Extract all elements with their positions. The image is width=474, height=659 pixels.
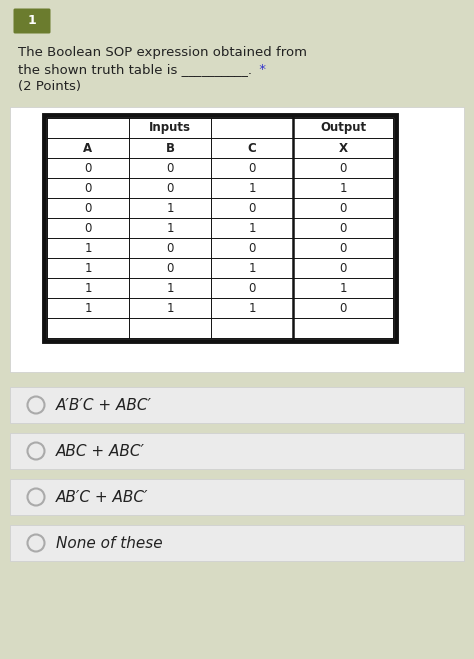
Text: 1: 1 (166, 221, 174, 235)
Text: None of these: None of these (56, 536, 163, 550)
Bar (44, 115, 396, 341)
Text: 1: 1 (248, 262, 256, 275)
Text: 0: 0 (166, 241, 173, 254)
Text: 0: 0 (166, 262, 173, 275)
Text: 0: 0 (339, 221, 346, 235)
Text: 1: 1 (84, 281, 92, 295)
Text: The Boolean SOP expression obtained from: The Boolean SOP expression obtained from (18, 46, 307, 59)
Text: 1: 1 (248, 181, 256, 194)
Text: 1: 1 (84, 262, 92, 275)
Text: 0: 0 (248, 281, 255, 295)
Text: 1: 1 (339, 181, 347, 194)
Text: 1: 1 (166, 302, 174, 314)
Text: 0: 0 (248, 161, 255, 175)
Text: the shown truth table is __________.: the shown truth table is __________. (18, 63, 252, 76)
Text: 1: 1 (339, 281, 347, 295)
Text: 1: 1 (84, 302, 92, 314)
Text: 0: 0 (84, 202, 91, 214)
Text: Inputs: Inputs (149, 121, 191, 134)
Text: ABC + ABC′: ABC + ABC′ (56, 444, 145, 459)
Text: 0: 0 (339, 202, 346, 214)
Text: 1: 1 (27, 14, 36, 28)
Text: 0: 0 (339, 262, 346, 275)
Text: C: C (247, 142, 256, 154)
Text: 0: 0 (248, 202, 255, 214)
Text: 0: 0 (84, 221, 91, 235)
Text: 0: 0 (166, 161, 173, 175)
Bar (10, 387, 464, 423)
Text: (2 Points): (2 Points) (18, 80, 81, 93)
Text: A′B′C + ABC′: A′B′C + ABC′ (56, 397, 152, 413)
Text: 0: 0 (339, 302, 346, 314)
Bar (10, 479, 464, 515)
Text: 1: 1 (166, 202, 174, 214)
Bar (10, 525, 464, 561)
Text: AB′C + ABC′: AB′C + ABC′ (56, 490, 148, 505)
Text: 0: 0 (166, 181, 173, 194)
Text: A: A (83, 142, 92, 154)
Text: 1: 1 (248, 302, 256, 314)
FancyBboxPatch shape (13, 9, 51, 34)
Text: X: X (338, 142, 347, 154)
Text: 0: 0 (248, 241, 255, 254)
Text: 0: 0 (339, 241, 346, 254)
Text: B: B (165, 142, 174, 154)
Text: 0: 0 (84, 161, 91, 175)
Text: *: * (255, 63, 266, 76)
Text: 1: 1 (166, 281, 174, 295)
Bar (10, 107, 464, 372)
Text: 1: 1 (248, 221, 256, 235)
Bar (10, 433, 464, 469)
Text: 0: 0 (84, 181, 91, 194)
Text: 0: 0 (339, 161, 346, 175)
Text: 1: 1 (84, 241, 92, 254)
Text: Output: Output (320, 121, 366, 134)
